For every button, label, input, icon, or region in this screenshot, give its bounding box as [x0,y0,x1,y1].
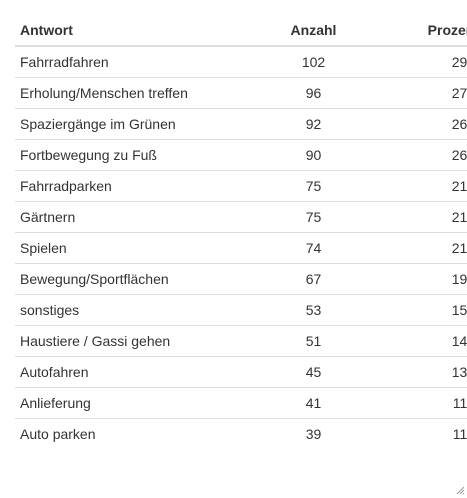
cell-count: 39 [305,426,322,442]
cell-percent: 11.3 [452,426,467,442]
cell-count: 75 [265,170,362,202]
cell-answer: sonstiges [15,294,265,326]
table-row: sonstiges 53 15.4 [15,294,467,326]
results-table: Antwort Anzahl Prozent Fahrradfahren 102… [15,14,467,449]
cell-percent: 15.4 [362,294,467,326]
cell-answer: Auto parken [20,426,96,442]
cell-count: 96 [265,77,362,109]
header-row: Antwort Anzahl Prozent [15,14,467,47]
table-row: Spielen 74 21.5 [15,232,467,264]
cell-percent: 14.8 [362,325,467,357]
results-table-container: Antwort Anzahl Prozent Fahrradfahren 102… [15,14,467,449]
cell-answer: Erholung/Menschen treffen [15,77,265,109]
cell-count: 102 [265,46,362,78]
cell-percent: 21.5 [362,232,467,264]
header-percent: Prozent [362,14,467,47]
header-count: Anzahl [265,14,362,47]
table-row: Erholung/Menschen treffen 96 27.9 [15,77,467,109]
table-row: Spaziergänge im Grünen 92 26.7 [15,108,467,140]
table-row: Gärtnern 75 21.8 [15,201,467,233]
table-header: Antwort Anzahl Prozent [15,14,467,47]
cell-percent: 13.1 [362,356,467,388]
cell-answer: Fortbewegung zu Fuß [15,139,265,171]
cell-percent: 27.9 [362,77,467,109]
cell-percent: 29.7 [362,46,467,78]
cell-percent: 21.8 [362,201,467,233]
cell-count: 75 [265,201,362,233]
table-row: Fahrradfahren 102 29.7 [15,46,467,78]
cell-count: 53 [265,294,362,326]
cell-answer: Bewegung/Sportflächen [15,263,265,295]
cell-answer: Fahrradfahren [15,46,265,78]
cell-answer: Spielen [15,232,265,264]
cell-count: 90 [265,139,362,171]
cell-answer: Spaziergänge im Grünen [15,108,265,140]
table-row: Fortbewegung zu Fuß 90 26.2 [15,139,467,171]
table-row: Autofahren 45 13.1 [15,356,467,388]
cell-answer: Gärtnern [15,201,265,233]
cell-answer: Fahrradparken [15,170,265,202]
header-answer: Antwort [15,14,265,47]
cell-count: 45 [265,356,362,388]
cell-percent: 21.8 [362,170,467,202]
resize-grip-icon[interactable] [455,482,465,495]
cell-percent: 11.9 [362,387,467,419]
table-row: Fahrradparken 75 21.8 [15,170,467,202]
cell-percent: 26.2 [362,139,467,171]
table-row: Anlieferung 41 11.9 [15,387,467,419]
cell-answer: Anlieferung [15,387,265,419]
table-row: Haustiere / Gassi gehen 51 14.8 [15,325,467,357]
table-body: Fahrradfahren 102 29.7 Erholung/Menschen… [15,46,467,449]
cell-answer: Autofahren [15,356,265,388]
cell-count: 74 [265,232,362,264]
cell-count: 67 [265,263,362,295]
cell-percent: 19.5 [362,263,467,295]
cell-percent: 26.7 [362,108,467,140]
cell-count: 92 [265,108,362,140]
cell-count: 41 [265,387,362,419]
table-row: Auto parken 39 11.3 [15,419,467,450]
table-row: Bewegung/Sportflächen 67 19.5 [15,263,467,295]
cell-answer: Haustiere / Gassi gehen [15,325,265,357]
cell-count: 51 [265,325,362,357]
